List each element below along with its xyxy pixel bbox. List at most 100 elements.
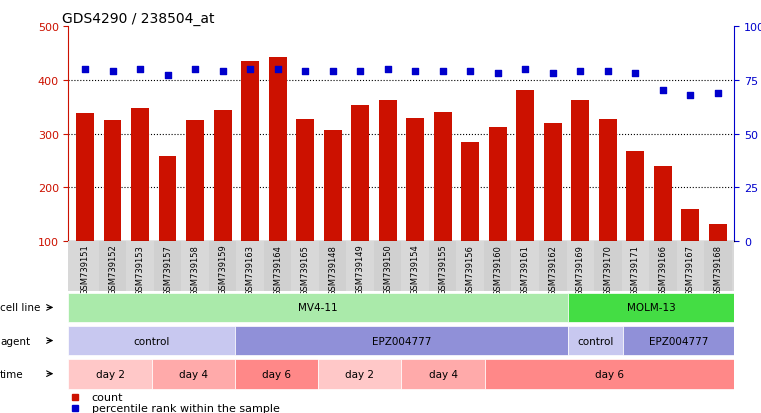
Bar: [352, 106, 369, 242]
Bar: [319, 242, 346, 291]
Point: [299, 69, 311, 75]
Bar: [76, 114, 94, 242]
Bar: [68, 293, 568, 323]
Text: control: control: [578, 336, 614, 346]
Bar: [566, 242, 594, 291]
Text: GDS4290 / 238504_at: GDS4290 / 238504_at: [62, 12, 215, 26]
Point: [79, 66, 91, 73]
Bar: [154, 242, 181, 291]
Bar: [429, 242, 457, 291]
Text: GSM739163: GSM739163: [246, 244, 255, 295]
Text: cell line: cell line: [0, 303, 40, 313]
Point: [107, 69, 119, 75]
Point: [189, 66, 201, 73]
Point: [492, 71, 504, 77]
Text: GSM739161: GSM739161: [521, 244, 530, 295]
Bar: [186, 121, 204, 242]
Text: GSM739149: GSM739149: [355, 244, 365, 295]
Text: GSM739165: GSM739165: [301, 244, 310, 295]
Text: GSM739152: GSM739152: [108, 244, 117, 295]
Bar: [235, 326, 568, 356]
Bar: [318, 359, 402, 389]
Bar: [68, 359, 151, 389]
Bar: [461, 142, 479, 242]
Bar: [623, 326, 734, 356]
Bar: [406, 119, 424, 242]
Text: GSM739162: GSM739162: [548, 244, 557, 295]
Point: [575, 69, 587, 75]
Text: time: time: [0, 369, 24, 379]
Text: day 2: day 2: [345, 369, 374, 379]
Bar: [568, 293, 734, 323]
Text: agent: agent: [0, 336, 30, 346]
Bar: [572, 100, 589, 242]
Text: EPZ004777: EPZ004777: [649, 336, 708, 346]
Point: [381, 66, 393, 73]
Bar: [209, 242, 237, 291]
Text: day 4: day 4: [428, 369, 457, 379]
Text: GSM739170: GSM739170: [603, 244, 613, 295]
Bar: [677, 242, 704, 291]
Text: MOLM-13: MOLM-13: [627, 303, 676, 313]
Bar: [485, 359, 734, 389]
Text: MV4-11: MV4-11: [298, 303, 338, 313]
Bar: [539, 242, 566, 291]
Text: GSM739159: GSM739159: [218, 244, 227, 295]
Text: day 6: day 6: [262, 369, 291, 379]
Text: count: count: [92, 392, 123, 402]
Text: GSM739155: GSM739155: [438, 244, 447, 295]
Bar: [264, 242, 291, 291]
Bar: [235, 359, 318, 389]
Bar: [131, 109, 149, 242]
Bar: [151, 359, 235, 389]
Text: day 2: day 2: [96, 369, 125, 379]
Bar: [126, 242, 154, 291]
Point: [684, 92, 696, 99]
Point: [437, 69, 449, 75]
Text: GSM739168: GSM739168: [713, 244, 722, 295]
Text: GSM739154: GSM739154: [411, 244, 419, 295]
Bar: [158, 157, 177, 242]
Text: GSM739148: GSM739148: [328, 244, 337, 295]
Bar: [296, 120, 314, 242]
Bar: [323, 131, 342, 242]
Bar: [402, 359, 485, 389]
Bar: [68, 326, 235, 356]
Bar: [568, 326, 623, 356]
Text: GSM739151: GSM739151: [81, 244, 90, 295]
Text: GSM739167: GSM739167: [686, 244, 695, 295]
Bar: [374, 242, 402, 291]
Bar: [649, 242, 677, 291]
Bar: [214, 111, 231, 242]
Bar: [599, 120, 616, 242]
Text: control: control: [133, 336, 170, 346]
Bar: [103, 121, 122, 242]
Text: GSM739160: GSM739160: [493, 244, 502, 295]
Bar: [181, 242, 209, 291]
Bar: [626, 152, 645, 242]
Bar: [709, 224, 727, 242]
Point: [602, 69, 614, 75]
Bar: [489, 128, 507, 242]
Text: day 4: day 4: [179, 369, 208, 379]
Text: day 6: day 6: [595, 369, 624, 379]
Text: GSM739158: GSM739158: [190, 244, 199, 295]
Bar: [511, 242, 539, 291]
Bar: [72, 242, 99, 291]
Point: [629, 71, 642, 77]
Text: GSM739150: GSM739150: [384, 244, 392, 295]
Bar: [622, 242, 649, 291]
Point: [657, 88, 669, 95]
Point: [326, 69, 339, 75]
Bar: [237, 242, 264, 291]
Bar: [516, 91, 534, 242]
Bar: [346, 242, 374, 291]
Bar: [704, 242, 731, 291]
Point: [519, 66, 531, 73]
Bar: [544, 123, 562, 242]
Text: GSM739171: GSM739171: [631, 244, 640, 295]
Text: percentile rank within the sample: percentile rank within the sample: [92, 404, 280, 413]
Text: GSM739169: GSM739169: [576, 244, 584, 295]
Point: [272, 66, 284, 73]
Point: [464, 69, 476, 75]
